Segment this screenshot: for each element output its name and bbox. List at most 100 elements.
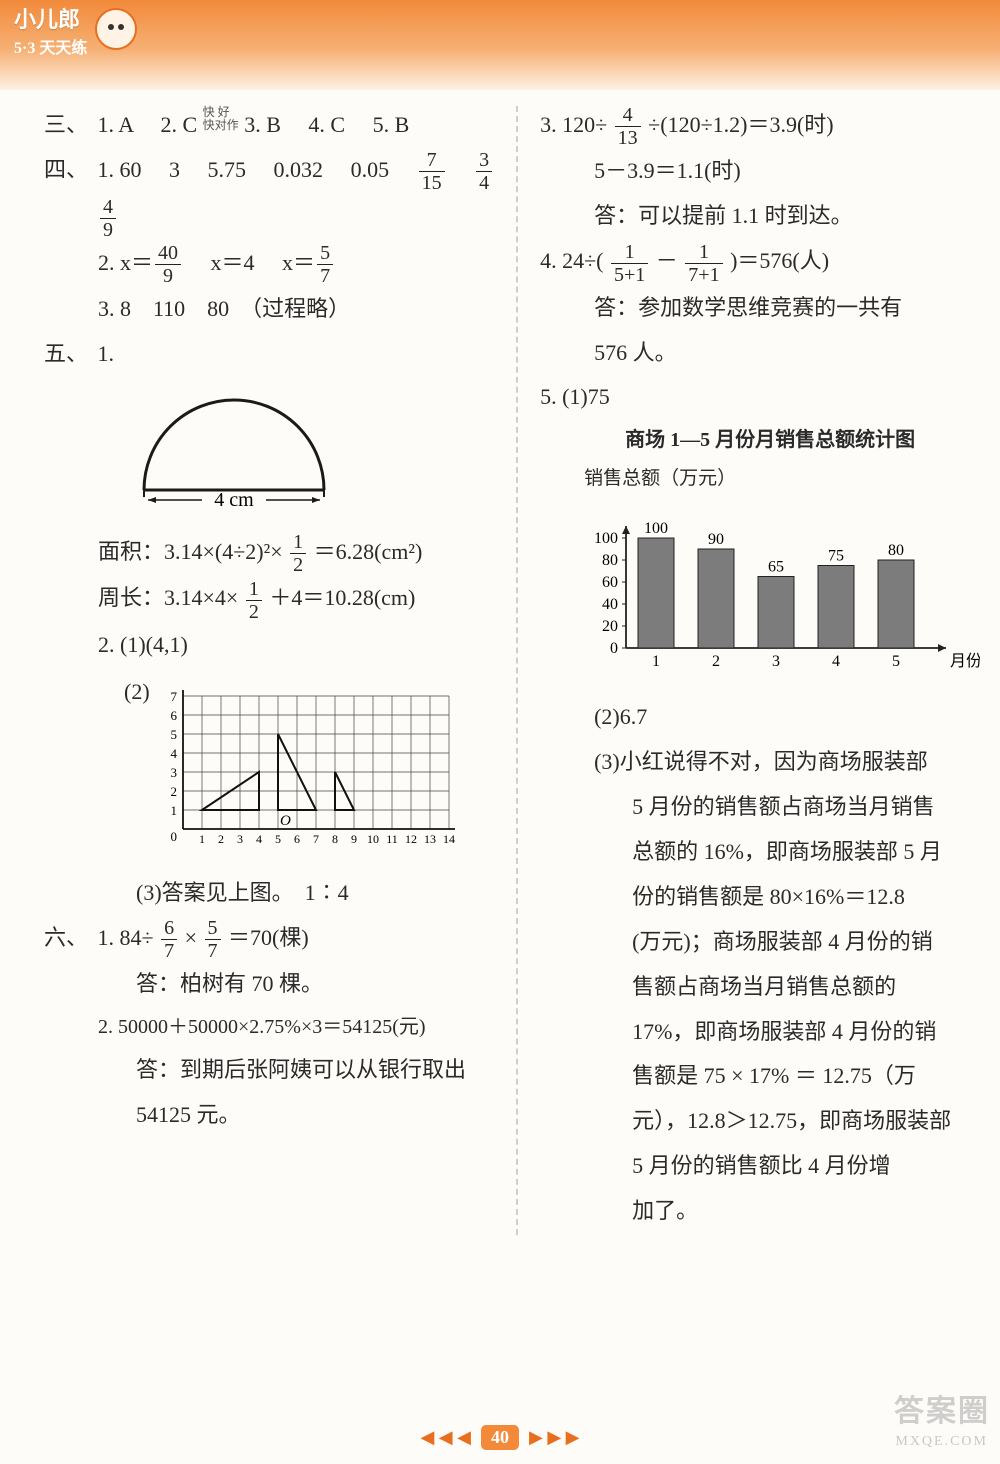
svg-text:4: 4 [171,746,178,761]
s6-q2-a: 2. 50000＋50000×2.75%×3＝54125(元) [44,1008,494,1047]
svg-text:月份: 月份 [950,652,980,670]
area-line: 面积：3.14×(4÷2)²× 12 ＝6.28(cm²) [44,531,494,575]
svg-text:9: 9 [351,832,357,846]
section-6-label: 六、 [44,917,92,960]
svg-text:5: 5 [171,727,178,742]
left-column: 三、 1. A 2. C 快 好快对作 3. B 4. C 5. B 四、 1.… [44,102,494,1235]
svg-text:0: 0 [171,829,178,844]
mascot-icon [95,8,137,50]
section-3-label: 三、 [44,104,92,147]
svg-text:14: 14 [443,832,455,846]
tiny-note: 快 好快对作 [203,106,239,132]
s5-q2-3: (3)答案见上图。 1∶4 [44,872,494,915]
svg-text:8: 8 [332,832,338,846]
page-footer: ◀ ◀ ◀ 40 ▶ ▶ ▶ [0,1425,1000,1450]
section-4-q3: 3. 8 110 80 （过程略） [44,288,494,331]
header-text-block: 小儿郎 5·3 天天练 [14,8,87,58]
svg-text:2: 2 [712,653,720,670]
svg-text:6: 6 [171,708,178,723]
svg-text:1: 1 [199,832,205,846]
q5-3-line: 份的销售额是 80×16%＝12.8 [540,876,980,919]
svg-text:1: 1 [171,803,178,818]
q5-3-line: (万元)；商场服装部 4 月份的销 [540,921,980,964]
s6-q2-c: 54125 元。 [44,1094,494,1137]
bar-chart-figure: 0204060801001001902653754805月份 [540,503,980,688]
page-header: 小儿郎 5·3 天天练 [0,0,1000,90]
svg-text:0: 0 [610,640,618,657]
svg-text:6: 6 [294,832,300,846]
q5-3-line: 17%，即商场服装部 4 月份的销 [540,1011,980,1054]
section-4-q1-row2: 49 [44,195,494,239]
svg-text:40: 40 [602,596,618,613]
q4-line3: 576 人。 [540,332,980,375]
q4-line2: 答：参加数学思维竞赛的一共有 [540,287,980,330]
bar-chart-ylabel: 销售总额（万元） [540,460,980,497]
q5-3-line: (3)小红说得不对，因为商场服装部 [540,741,980,784]
semicircle-svg: 4 cm [124,380,344,510]
svg-text:100: 100 [594,530,618,547]
q1-val: 3 [169,157,180,182]
brand-title: 小儿郎 [14,8,87,32]
svg-text:100: 100 [644,520,668,537]
svg-text:2: 2 [218,832,224,846]
svg-text:10: 10 [367,832,379,846]
svg-text:7: 7 [313,832,319,846]
svg-text:4: 4 [256,832,262,846]
svg-text:20: 20 [602,618,618,635]
q5-3-line: 元），12.8＞12.75，即商场服装部 [540,1100,980,1143]
fraction: 57 [317,243,333,286]
q1-val: 0.05 [351,157,390,182]
fraction: 715 [419,150,445,193]
svg-text:7: 7 [171,689,178,704]
fraction: 17+1 [685,242,722,285]
grid-svg: 123456712345678910111213140O [155,671,465,851]
q1-lead: 1. [98,157,115,182]
fraction: 413 [615,105,641,148]
svg-text:5: 5 [892,653,900,670]
fraction: 12 [290,532,306,575]
svg-text:11: 11 [386,832,398,846]
series-subtitle: 5·3 天天练 [14,34,87,58]
fraction: 34 [476,150,492,193]
svg-text:65: 65 [768,559,784,576]
q5-3-line: 5 月份的销售额占商场当月销售 [540,786,980,829]
watermark-sub: MXQE.COM [895,1434,988,1450]
coordinate-grid-figure: (2) 123456712345678910111213140O [44,671,494,866]
fraction: 57 [205,918,221,961]
section-6-q1: 六、 1. 84÷ 67 × 57 ＝70(棵) [44,917,494,961]
semicircle-figure: 4 cm [44,380,494,525]
q1-val: 0.032 [274,157,324,182]
s6-q2-b: 答：到期后张阿姨可以从银行取出 [44,1049,494,1092]
q5-3-line: 总额的 16%，即商场服装部 5 月 [540,831,980,874]
q5-3-line: 加了。 [540,1190,980,1233]
section-4-q2: 2. x＝409 x＝4 x＝57 [44,242,494,286]
q1-val: 60 [120,157,142,182]
q5-2: (2)6.7 [540,696,980,739]
content-columns: 三、 1. A 2. C 快 好快对作 3. B 4. C 5. B 四、 1.… [0,90,1000,1235]
svg-text:3: 3 [772,653,780,670]
svg-text:90: 90 [708,531,724,548]
s3-item: 2. C [160,112,197,137]
section-5-label: 五、 [44,333,92,376]
q5-1: 5. (1)75 [540,376,980,419]
section-3-row: 三、 1. A 2. C 快 好快对作 3. B 4. C 5. B [44,104,494,147]
q1-lead: 1. [98,341,115,366]
s3-item: 4. C [308,112,345,137]
svg-text:O: O [280,813,291,829]
fraction: 67 [161,918,177,961]
bar-chart-title: 商场 1—5 月份月销售总额统计图 [540,421,980,460]
page-number: 40 [481,1425,519,1450]
q3-line1: 3. 120÷ 413 ÷(120÷1.2)＝3.9(时) [540,104,980,148]
q1-lead: 1. [98,925,115,950]
q3-line3: 答：可以提前 1.1 时到达。 [540,195,980,238]
fraction: 12 [246,579,262,622]
footer-arrow-left-icon: ◀ ◀ ◀ [420,1427,471,1448]
svg-text:60: 60 [602,574,618,591]
column-divider [516,106,518,1235]
svg-text:2: 2 [171,784,178,799]
s3-item: 5. B [373,112,410,137]
svg-text:75: 75 [828,548,844,565]
svg-text:5: 5 [275,832,281,846]
q2-b: x＝4 [211,250,255,275]
svg-text:13: 13 [424,832,436,846]
